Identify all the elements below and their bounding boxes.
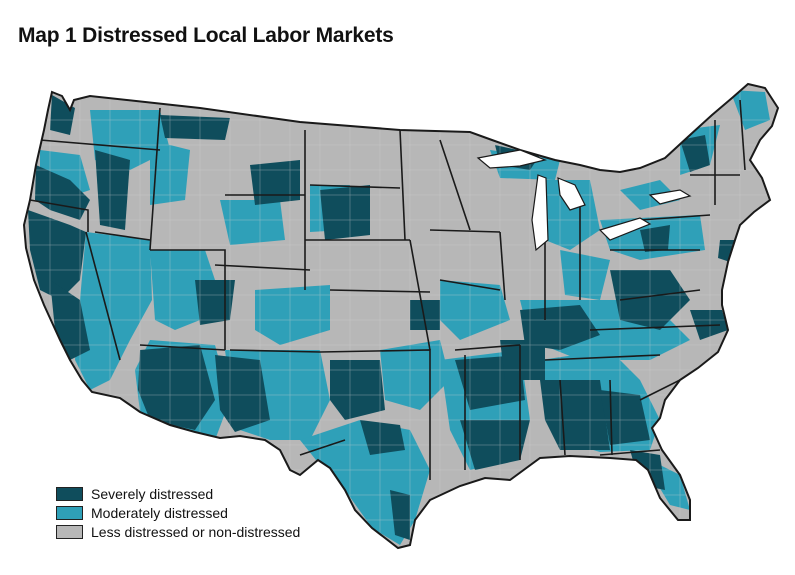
legend-label-moderate: Moderately distressed: [91, 504, 228, 521]
legend-item-severe: Severely distressed: [56, 484, 300, 503]
legend-swatch-less: [56, 524, 83, 539]
legend-item-moderate: Moderately distressed: [56, 503, 300, 522]
legend-label-severe: Severely distressed: [91, 485, 214, 502]
state-borders: [29, 99, 746, 480]
map-title: Map 1 Distressed Local Labor Markets: [18, 24, 394, 47]
legend-label-less: Less distressed or non-distressed: [91, 523, 301, 540]
map-legend: Severely distressed Moderately distresse…: [56, 484, 300, 541]
legend-item-less: Less distressed or non-distressed: [56, 522, 300, 541]
legend-swatch-moderate: [56, 505, 83, 520]
legend-swatch-severe: [56, 486, 83, 501]
great-lakes: [476, 149, 692, 252]
